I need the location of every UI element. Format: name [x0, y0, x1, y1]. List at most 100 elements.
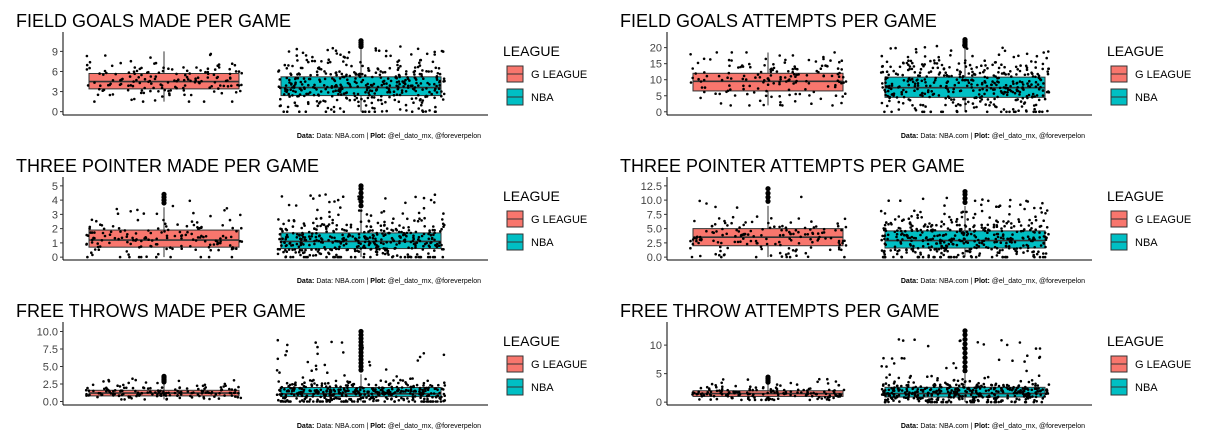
- data-point: [950, 389, 953, 392]
- data-point: [319, 68, 323, 71]
- data-point: [920, 79, 924, 83]
- data-point: [791, 249, 795, 252]
- data-point: [219, 241, 222, 245]
- data-point: [422, 232, 426, 236]
- data-point: [910, 229, 914, 232]
- data-point: [1044, 235, 1047, 239]
- data-point: [296, 393, 300, 397]
- data-point: [342, 75, 346, 79]
- data-point: [703, 86, 707, 89]
- data-point: [313, 83, 316, 87]
- data-point: [992, 233, 996, 237]
- data-point: [288, 241, 292, 245]
- data-point: [1021, 96, 1025, 100]
- data-point: [132, 80, 135, 83]
- data-point: [1034, 228, 1037, 231]
- data-point: [291, 248, 294, 252]
- data-point: [925, 75, 928, 78]
- data-point: [752, 235, 755, 238]
- data-point: [341, 87, 344, 91]
- data-point: [1011, 387, 1015, 390]
- data-point: [344, 390, 347, 393]
- data-point: [981, 198, 984, 201]
- data-point: [998, 249, 1002, 252]
- data-point: [754, 255, 758, 259]
- data-point: [902, 88, 905, 92]
- data-point: [826, 382, 830, 385]
- data-point: [824, 237, 827, 240]
- data-point: [935, 398, 939, 401]
- data-point: [365, 213, 369, 216]
- data-point: [312, 254, 315, 257]
- data-point: [208, 86, 211, 89]
- data-point: [948, 384, 951, 387]
- data-point: [440, 248, 444, 251]
- data-point: [280, 227, 283, 231]
- data-point: [974, 389, 978, 392]
- data-point: [937, 94, 941, 97]
- data-point: [738, 393, 742, 396]
- caption: Data: Data: NBA.com | Plot: @el_dato_mx,…: [901, 133, 1085, 140]
- data-point: [955, 110, 959, 114]
- data-point: [318, 234, 321, 237]
- legend-key-g-league: G LEAGUE: [506, 355, 587, 373]
- data-point: [1020, 105, 1024, 108]
- data-point: [229, 235, 233, 239]
- data-point: [323, 246, 326, 249]
- data-point: [333, 200, 336, 203]
- data-point: [699, 96, 702, 100]
- data-point: [1041, 388, 1044, 391]
- data-point: [230, 255, 234, 259]
- data-point: [388, 66, 392, 70]
- data-point: [163, 230, 166, 233]
- data-point: [223, 209, 226, 212]
- data-point: [901, 238, 904, 241]
- data-point: [88, 66, 91, 70]
- data-point: [301, 376, 305, 379]
- data-point: [756, 73, 760, 76]
- data-point: [1038, 255, 1042, 259]
- data-point: [804, 88, 807, 91]
- data-point: [691, 391, 695, 394]
- data-point: [1031, 382, 1034, 386]
- outlier-point: [962, 199, 968, 205]
- data-point: [747, 396, 750, 399]
- data-point: [753, 396, 756, 399]
- y-tick-label: 9: [52, 46, 58, 58]
- data-point: [827, 398, 831, 402]
- data-point: [403, 238, 407, 241]
- data-point: [992, 223, 996, 227]
- data-point: [965, 47, 969, 50]
- data-point: [386, 249, 390, 253]
- y-tick-label: 2.5: [647, 238, 662, 250]
- data-point: [762, 81, 765, 84]
- data-point: [817, 395, 821, 399]
- data-point: [773, 391, 776, 394]
- data-point: [809, 228, 812, 231]
- chart-title: FREE THROWS MADE PER GAME: [16, 301, 306, 321]
- data-point: [376, 399, 380, 402]
- data-point: [881, 64, 884, 68]
- data-point: [396, 60, 399, 64]
- data-point: [977, 93, 981, 96]
- data-point: [350, 64, 353, 68]
- data-point: [406, 397, 409, 400]
- data-point: [315, 70, 319, 73]
- data-point: [377, 98, 380, 102]
- data-point: [217, 66, 221, 69]
- data-point: [1031, 395, 1034, 398]
- data-point: [320, 382, 324, 385]
- data-point: [194, 248, 197, 251]
- data-point: [898, 249, 901, 252]
- data-point: [93, 248, 97, 251]
- data-point: [886, 398, 890, 401]
- data-point: [189, 93, 193, 97]
- data-point: [900, 255, 904, 259]
- data-point: [441, 50, 445, 53]
- legend-key-nba: NBA: [1110, 233, 1158, 251]
- data-point: [376, 68, 380, 71]
- data-point: [384, 368, 388, 371]
- data-point: [326, 387, 330, 390]
- data-point: [328, 393, 332, 397]
